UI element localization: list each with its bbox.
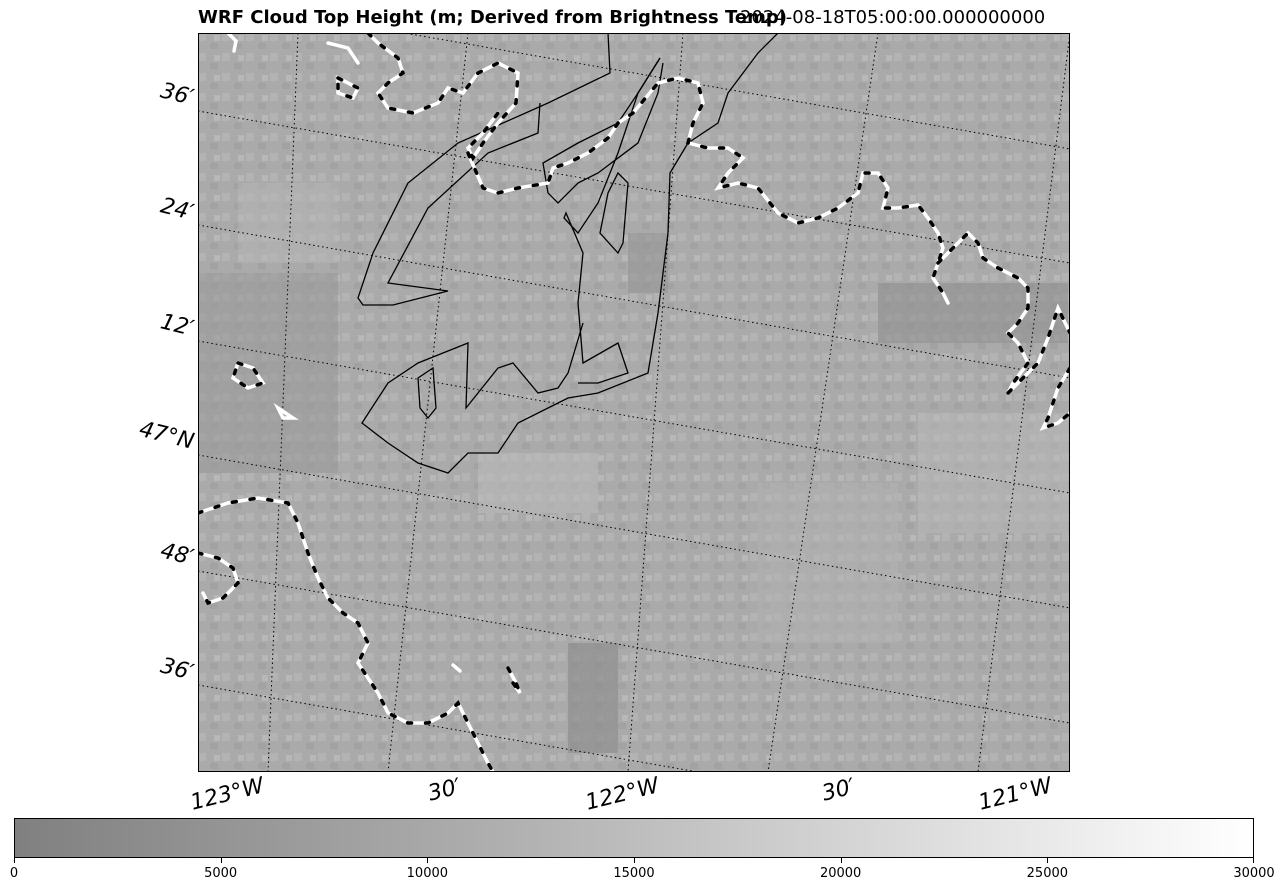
colorbar-tick-label: 15000 — [613, 866, 655, 881]
lon-label-121w: 121°W — [976, 773, 1055, 816]
height-contours — [357, 33, 779, 474]
lon-label-123w: 123°W — [188, 773, 267, 816]
colorbar-tick-mark — [634, 858, 635, 863]
colorbar-tick-mark — [840, 858, 842, 863]
colorbar-tick-label: 0 — [9, 866, 19, 881]
colorbar-tick-label: 5000 — [204, 866, 238, 881]
lon-label-30-right: 30′ — [819, 774, 858, 807]
map-title: WRF Cloud Top Height (m; Derived from Br… — [198, 7, 787, 28]
lat-label-36-bottom: 36′ — [157, 653, 197, 686]
lat-label-48: 48′ — [157, 538, 197, 571]
colorbar-tick-mark — [1047, 858, 1049, 863]
field-patches — [198, 183, 1068, 753]
colorbar-tick-label: 10000 — [406, 866, 449, 881]
lat-label-24: 24′ — [157, 193, 197, 226]
lon-label-122w: 122°W — [583, 773, 662, 816]
colorbar-tick-label: 20000 — [819, 866, 862, 881]
graticule — [198, 33, 1070, 772]
colorbar-tick-mark — [1253, 858, 1254, 863]
map-timestamp: 2024-08-18T05:00:00.000000000 — [740, 7, 1046, 28]
colorbar-tick-mark — [427, 858, 429, 863]
coastlines — [198, 33, 1070, 772]
colorbar-tick-mark — [14, 858, 15, 863]
colorbar-tick-label: 30000 — [1233, 866, 1275, 881]
lat-label-12: 12′ — [157, 309, 197, 342]
lat-label-47n: 47°N — [136, 416, 197, 455]
colorbar-tick-label: 25000 — [1026, 866, 1069, 881]
lon-label-30-left: 30′ — [425, 774, 464, 807]
colorbar — [14, 818, 1254, 858]
colorbar-tick-mark — [220, 858, 222, 863]
cloud-top-field — [198, 33, 1070, 772]
map-plot-area — [198, 33, 1070, 772]
lat-label-36-top: 36′ — [157, 78, 197, 111]
